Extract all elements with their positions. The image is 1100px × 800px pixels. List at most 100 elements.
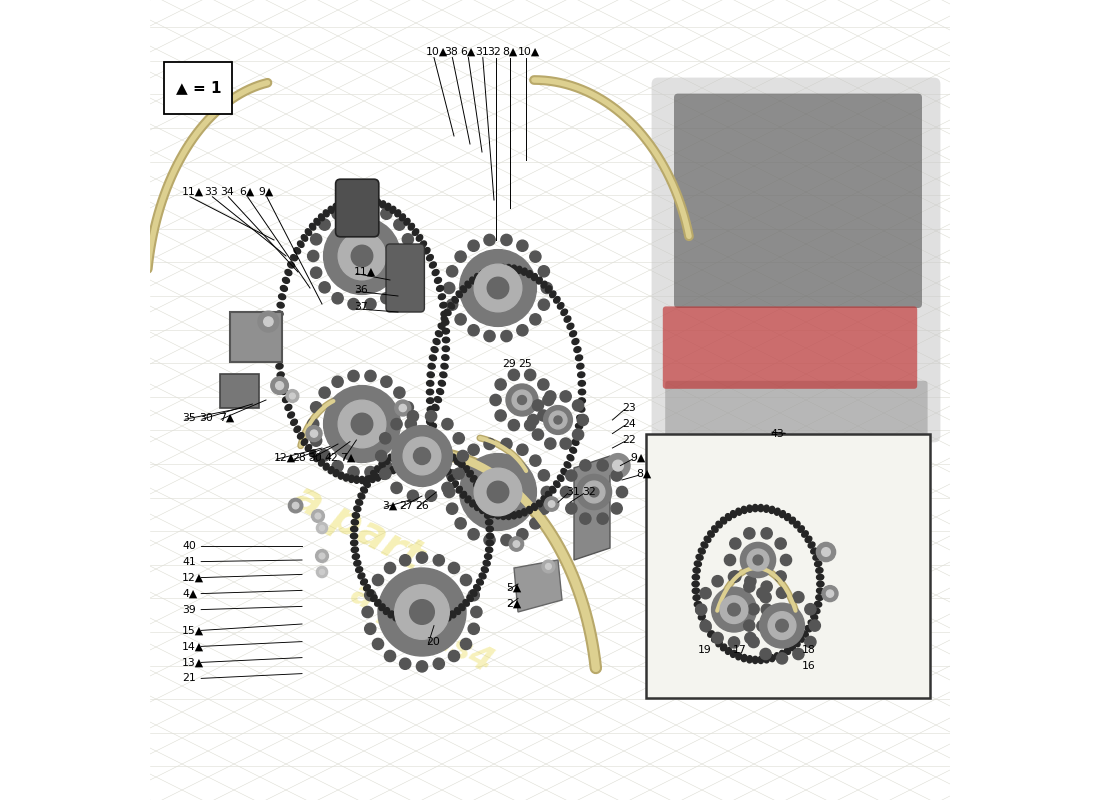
Ellipse shape — [416, 439, 422, 446]
Circle shape — [311, 510, 324, 522]
Ellipse shape — [692, 574, 700, 580]
Circle shape — [264, 317, 273, 326]
Ellipse shape — [425, 620, 430, 627]
Circle shape — [458, 450, 469, 462]
Ellipse shape — [486, 526, 494, 532]
Circle shape — [308, 250, 319, 262]
Ellipse shape — [367, 476, 374, 482]
Circle shape — [379, 468, 390, 479]
Text: 32: 32 — [487, 47, 502, 57]
Circle shape — [793, 649, 804, 660]
Ellipse shape — [379, 472, 386, 479]
Ellipse shape — [490, 510, 496, 518]
Ellipse shape — [815, 561, 822, 566]
Circle shape — [580, 513, 591, 524]
Circle shape — [597, 460, 608, 471]
Circle shape — [319, 387, 330, 398]
Ellipse shape — [375, 199, 381, 206]
Ellipse shape — [364, 476, 370, 483]
Text: 31: 31 — [475, 47, 488, 57]
Ellipse shape — [371, 595, 377, 602]
Ellipse shape — [704, 626, 711, 632]
Ellipse shape — [390, 466, 396, 474]
Ellipse shape — [541, 281, 547, 288]
Ellipse shape — [404, 618, 409, 625]
Circle shape — [442, 482, 453, 494]
Polygon shape — [574, 456, 611, 560]
Ellipse shape — [280, 286, 287, 291]
Ellipse shape — [461, 491, 466, 498]
Circle shape — [474, 264, 521, 312]
Circle shape — [447, 299, 458, 310]
Circle shape — [310, 435, 321, 446]
Ellipse shape — [506, 512, 512, 519]
Circle shape — [805, 637, 816, 648]
Circle shape — [777, 587, 788, 598]
Circle shape — [289, 393, 295, 399]
Polygon shape — [514, 560, 562, 612]
Circle shape — [453, 468, 464, 479]
Ellipse shape — [696, 608, 703, 614]
Circle shape — [530, 518, 541, 529]
Circle shape — [319, 219, 330, 230]
Ellipse shape — [385, 203, 390, 210]
Ellipse shape — [288, 262, 295, 268]
Ellipse shape — [294, 248, 300, 254]
Ellipse shape — [802, 631, 808, 637]
Text: 42: 42 — [324, 453, 338, 462]
Circle shape — [468, 529, 480, 540]
Circle shape — [530, 314, 541, 325]
Ellipse shape — [360, 476, 365, 483]
Ellipse shape — [482, 566, 488, 573]
Ellipse shape — [485, 547, 493, 553]
Ellipse shape — [752, 505, 758, 512]
Circle shape — [447, 266, 458, 277]
Ellipse shape — [275, 329, 282, 334]
Ellipse shape — [463, 600, 470, 606]
Circle shape — [449, 562, 460, 574]
Ellipse shape — [758, 656, 763, 663]
Ellipse shape — [309, 223, 316, 230]
Ellipse shape — [725, 514, 732, 521]
Ellipse shape — [784, 647, 791, 654]
Ellipse shape — [370, 475, 375, 482]
Circle shape — [351, 246, 373, 266]
Ellipse shape — [437, 286, 443, 291]
Ellipse shape — [527, 506, 532, 514]
Ellipse shape — [427, 389, 433, 395]
Ellipse shape — [570, 447, 576, 454]
Text: 28: 28 — [293, 453, 306, 462]
Ellipse shape — [343, 474, 349, 481]
Circle shape — [469, 590, 480, 601]
Ellipse shape — [446, 451, 451, 458]
Ellipse shape — [441, 462, 448, 468]
Circle shape — [399, 658, 410, 670]
Ellipse shape — [471, 590, 477, 596]
Ellipse shape — [351, 533, 358, 539]
Ellipse shape — [275, 320, 283, 326]
Ellipse shape — [440, 302, 447, 308]
Ellipse shape — [420, 433, 427, 439]
Ellipse shape — [790, 644, 795, 651]
Ellipse shape — [364, 585, 371, 591]
Text: 43: 43 — [770, 429, 783, 438]
Circle shape — [546, 563, 551, 570]
FancyBboxPatch shape — [336, 179, 378, 237]
Ellipse shape — [408, 619, 415, 626]
Circle shape — [365, 623, 376, 634]
Ellipse shape — [465, 496, 471, 503]
Text: 15▲: 15▲ — [182, 626, 205, 635]
Circle shape — [525, 419, 536, 430]
Circle shape — [394, 387, 405, 398]
Circle shape — [500, 534, 513, 546]
Circle shape — [276, 382, 284, 390]
Ellipse shape — [459, 604, 465, 610]
Text: 38: 38 — [444, 47, 458, 57]
Circle shape — [455, 455, 466, 466]
Circle shape — [271, 377, 288, 394]
Ellipse shape — [512, 265, 517, 272]
Circle shape — [720, 596, 748, 623]
Ellipse shape — [558, 302, 564, 309]
Ellipse shape — [574, 431, 581, 438]
Text: 25: 25 — [518, 359, 531, 369]
